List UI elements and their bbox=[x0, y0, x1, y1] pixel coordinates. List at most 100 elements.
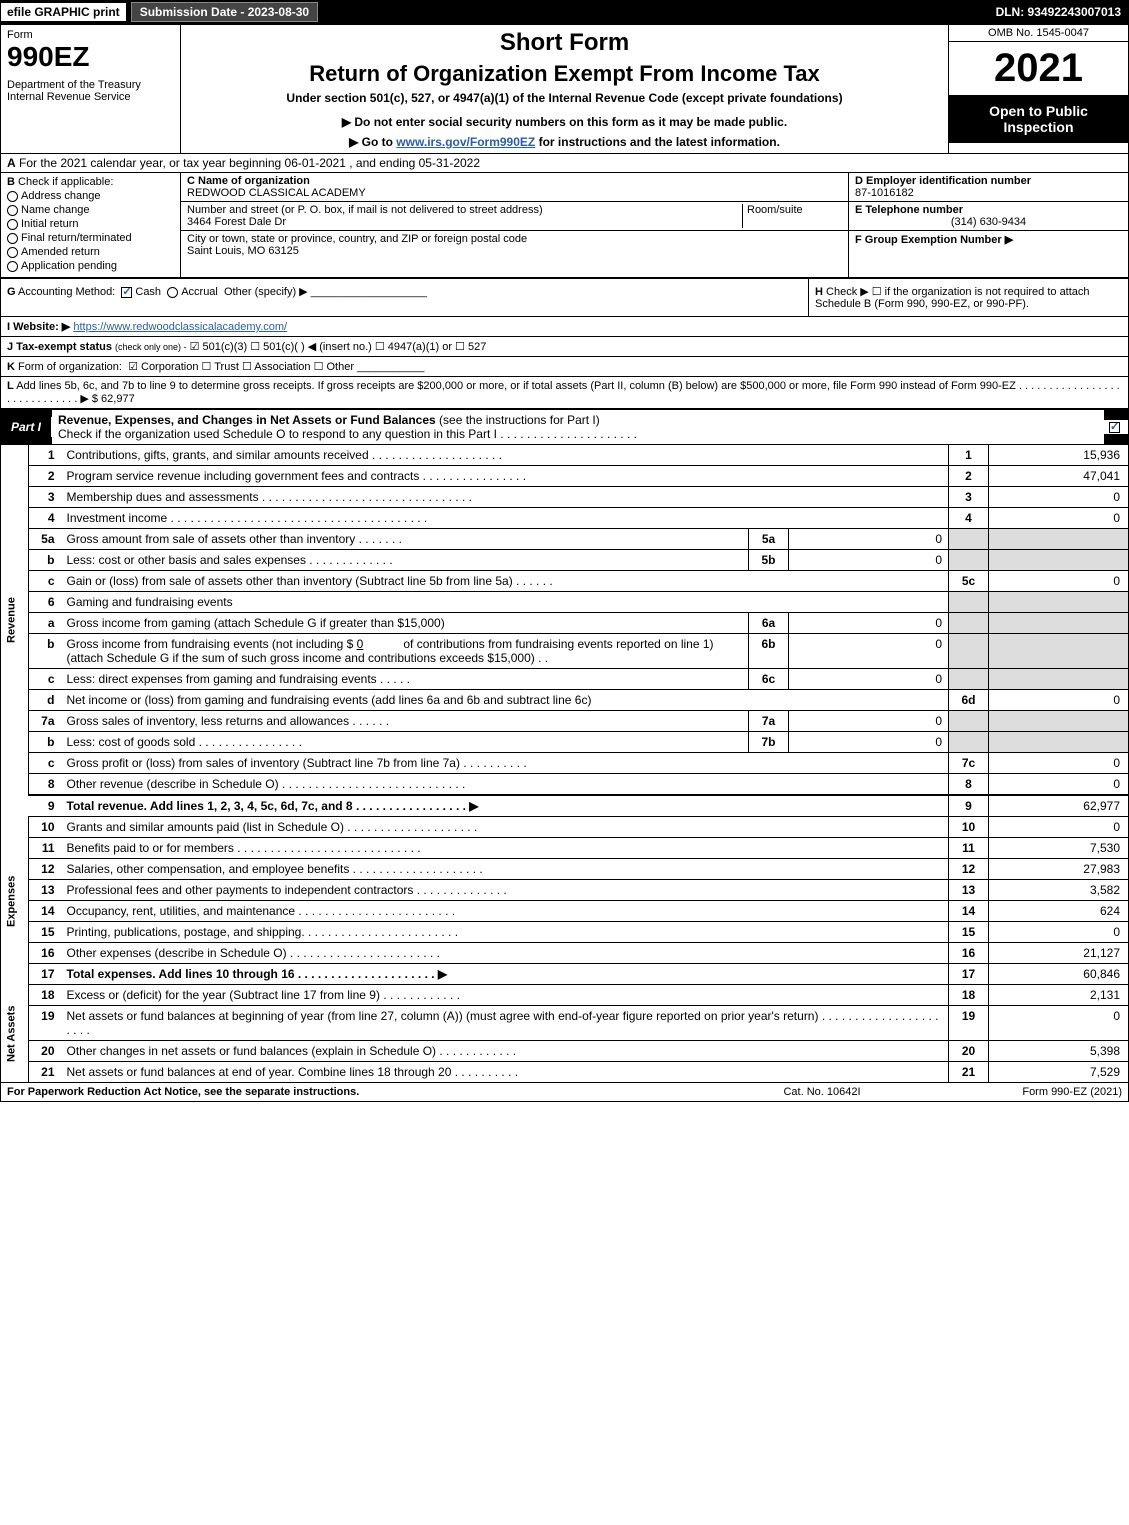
submission-date-label: Submission Date - 2023-08-30 bbox=[131, 2, 318, 22]
tax-year: 2021 bbox=[949, 42, 1128, 95]
line-5c-num: c bbox=[29, 571, 63, 592]
line-11: 11 Benefits paid to or for members . . .… bbox=[1, 838, 1129, 859]
line-18-value: 2,131 bbox=[989, 985, 1129, 1006]
row-j-label: J Tax-exempt status bbox=[7, 341, 112, 353]
line-12-value: 27,983 bbox=[989, 859, 1129, 880]
form-header: Form 990EZ Department of the Treasury In… bbox=[0, 24, 1129, 154]
check-address-change[interactable]: Address change bbox=[7, 190, 174, 202]
group-exemption-label: F Group Exemption Number ▶ bbox=[855, 234, 1013, 246]
accounting-cash-check[interactable] bbox=[121, 287, 132, 298]
line-17-value: 60,846 bbox=[989, 964, 1129, 985]
line-4-value: 0 bbox=[989, 508, 1129, 529]
irs-link[interactable]: www.irs.gov/Form990EZ bbox=[396, 135, 535, 149]
footer-left: For Paperwork Reduction Act Notice, see … bbox=[7, 1086, 722, 1098]
line-7a-subval: 0 bbox=[789, 711, 949, 732]
header-right: OMB No. 1545-0047 2021 Open to Public In… bbox=[948, 25, 1128, 153]
line-6d-num: d bbox=[29, 690, 63, 711]
website-link[interactable]: https://www.redwoodclassicalacademy.com/ bbox=[73, 321, 287, 333]
line-2-num: 2 bbox=[29, 466, 63, 487]
line-6b-sublabel: 6b bbox=[749, 634, 789, 669]
line-5c-desc: Gain or (loss) from sale of assets other… bbox=[63, 571, 949, 592]
line-8-num: 8 bbox=[29, 774, 63, 796]
line-3-num: 3 bbox=[29, 487, 63, 508]
check-name-change-label: Name change bbox=[21, 204, 90, 216]
line-10-rlabel: 10 bbox=[949, 817, 989, 838]
line-12: 12 Salaries, other compensation, and emp… bbox=[1, 859, 1129, 880]
part-i-table: Revenue 1 Contributions, gifts, grants, … bbox=[0, 445, 1129, 1083]
line-1-value: 15,936 bbox=[989, 445, 1129, 466]
line-5a-num: 5a bbox=[29, 529, 63, 550]
line-21-rlabel: 21 bbox=[949, 1062, 989, 1083]
line-9-value: 62,977 bbox=[989, 795, 1129, 817]
line-6c-subval: 0 bbox=[789, 669, 949, 690]
row-h: H Check ▶ ☐ if the organization is not r… bbox=[808, 279, 1128, 316]
line-6-grey2 bbox=[989, 592, 1129, 613]
line-21-num: 21 bbox=[29, 1062, 63, 1083]
row-j-note: (check only one) - bbox=[115, 342, 187, 352]
line-19: 19 Net assets or fund balances at beginn… bbox=[1, 1006, 1129, 1041]
netassets-sidelabel: Net Assets bbox=[1, 985, 29, 1083]
line-11-value: 7,530 bbox=[989, 838, 1129, 859]
short-form-heading: Short Form bbox=[191, 29, 938, 57]
row-k-text: Form of organization: bbox=[18, 361, 122, 373]
line-6a-num: a bbox=[29, 613, 63, 634]
expenses-sidelabel: Expenses bbox=[1, 817, 29, 985]
street-label: Number and street (or P. O. box, if mail… bbox=[187, 204, 543, 216]
ein-value: 87-1016182 bbox=[855, 187, 914, 199]
check-initial-return[interactable]: Initial return bbox=[7, 218, 174, 230]
line-5a-subval: 0 bbox=[789, 529, 949, 550]
line-12-desc: Salaries, other compensation, and employ… bbox=[63, 859, 949, 880]
line-14-value: 624 bbox=[989, 901, 1129, 922]
line-14-num: 14 bbox=[29, 901, 63, 922]
line-7a-num: 7a bbox=[29, 711, 63, 732]
line-7c-desc: Gross profit or (loss) from sales of inv… bbox=[63, 753, 949, 774]
page-footer: For Paperwork Reduction Act Notice, see … bbox=[0, 1083, 1129, 1102]
part-i-schedule-o-check[interactable] bbox=[1104, 420, 1128, 434]
section-b-heading: Check if applicable: bbox=[18, 176, 113, 188]
line-15-value: 0 bbox=[989, 922, 1129, 943]
line-20-num: 20 bbox=[29, 1041, 63, 1062]
check-amended-return[interactable]: Amended return bbox=[7, 246, 174, 258]
check-final-return[interactable]: Final return/terminated bbox=[7, 232, 174, 244]
line-10-num: 10 bbox=[29, 817, 63, 838]
form-word: Form bbox=[7, 29, 174, 41]
line-5c: c Gain or (loss) from sale of assets oth… bbox=[1, 571, 1129, 592]
row-a-label: A bbox=[7, 156, 16, 170]
line-4-num: 4 bbox=[29, 508, 63, 529]
line-12-rlabel: 12 bbox=[949, 859, 989, 880]
line-7c-value: 0 bbox=[989, 753, 1129, 774]
line-6b-subval: 0 bbox=[789, 634, 949, 669]
line-6-desc: Gaming and fundraising events bbox=[63, 592, 949, 613]
line-5a-desc: Gross amount from sale of assets other t… bbox=[63, 529, 749, 550]
line-15-rlabel: 15 bbox=[949, 922, 989, 943]
row-h-label: H bbox=[815, 286, 823, 298]
line-18-rlabel: 18 bbox=[949, 985, 989, 1006]
check-application-pending[interactable]: Application pending bbox=[7, 260, 174, 272]
line-6b-desc: Gross income from fundraising events (no… bbox=[63, 634, 749, 669]
line-7a: 7a Gross sales of inventory, less return… bbox=[1, 711, 1129, 732]
line-15-num: 15 bbox=[29, 922, 63, 943]
line-16-num: 16 bbox=[29, 943, 63, 964]
line-21: 21 Net assets or fund balances at end of… bbox=[1, 1062, 1129, 1083]
line-4-rlabel: 4 bbox=[949, 508, 989, 529]
accounting-accrual-check[interactable] bbox=[167, 287, 178, 298]
line-6c-grey2 bbox=[989, 669, 1129, 690]
line-2-value: 47,041 bbox=[989, 466, 1129, 487]
line-14: 14 Occupancy, rent, utilities, and maint… bbox=[1, 901, 1129, 922]
revenue-sidelabel: Revenue bbox=[1, 445, 29, 795]
line-1-desc: Contributions, gifts, grants, and simila… bbox=[63, 445, 949, 466]
top-bar: efile GRAPHIC print Submission Date - 20… bbox=[0, 0, 1129, 24]
line-7b-grey bbox=[949, 732, 989, 753]
line-1-num: 1 bbox=[29, 445, 63, 466]
check-name-change[interactable]: Name change bbox=[7, 204, 174, 216]
line-6c-sublabel: 6c bbox=[749, 669, 789, 690]
line-7b-num: b bbox=[29, 732, 63, 753]
line-10-desc: Grants and similar amounts paid (list in… bbox=[63, 817, 949, 838]
line-2-desc: Program service revenue including govern… bbox=[63, 466, 949, 487]
ein-label: D Employer identification number bbox=[855, 175, 1031, 187]
row-h-text: Check ▶ ☐ if the organization is not req… bbox=[815, 286, 1090, 310]
line-5a-grey bbox=[949, 529, 989, 550]
goto-note: ▶ Go to www.irs.gov/Form990EZ for instru… bbox=[191, 135, 938, 149]
line-7c-num: c bbox=[29, 753, 63, 774]
line-13-rlabel: 13 bbox=[949, 880, 989, 901]
